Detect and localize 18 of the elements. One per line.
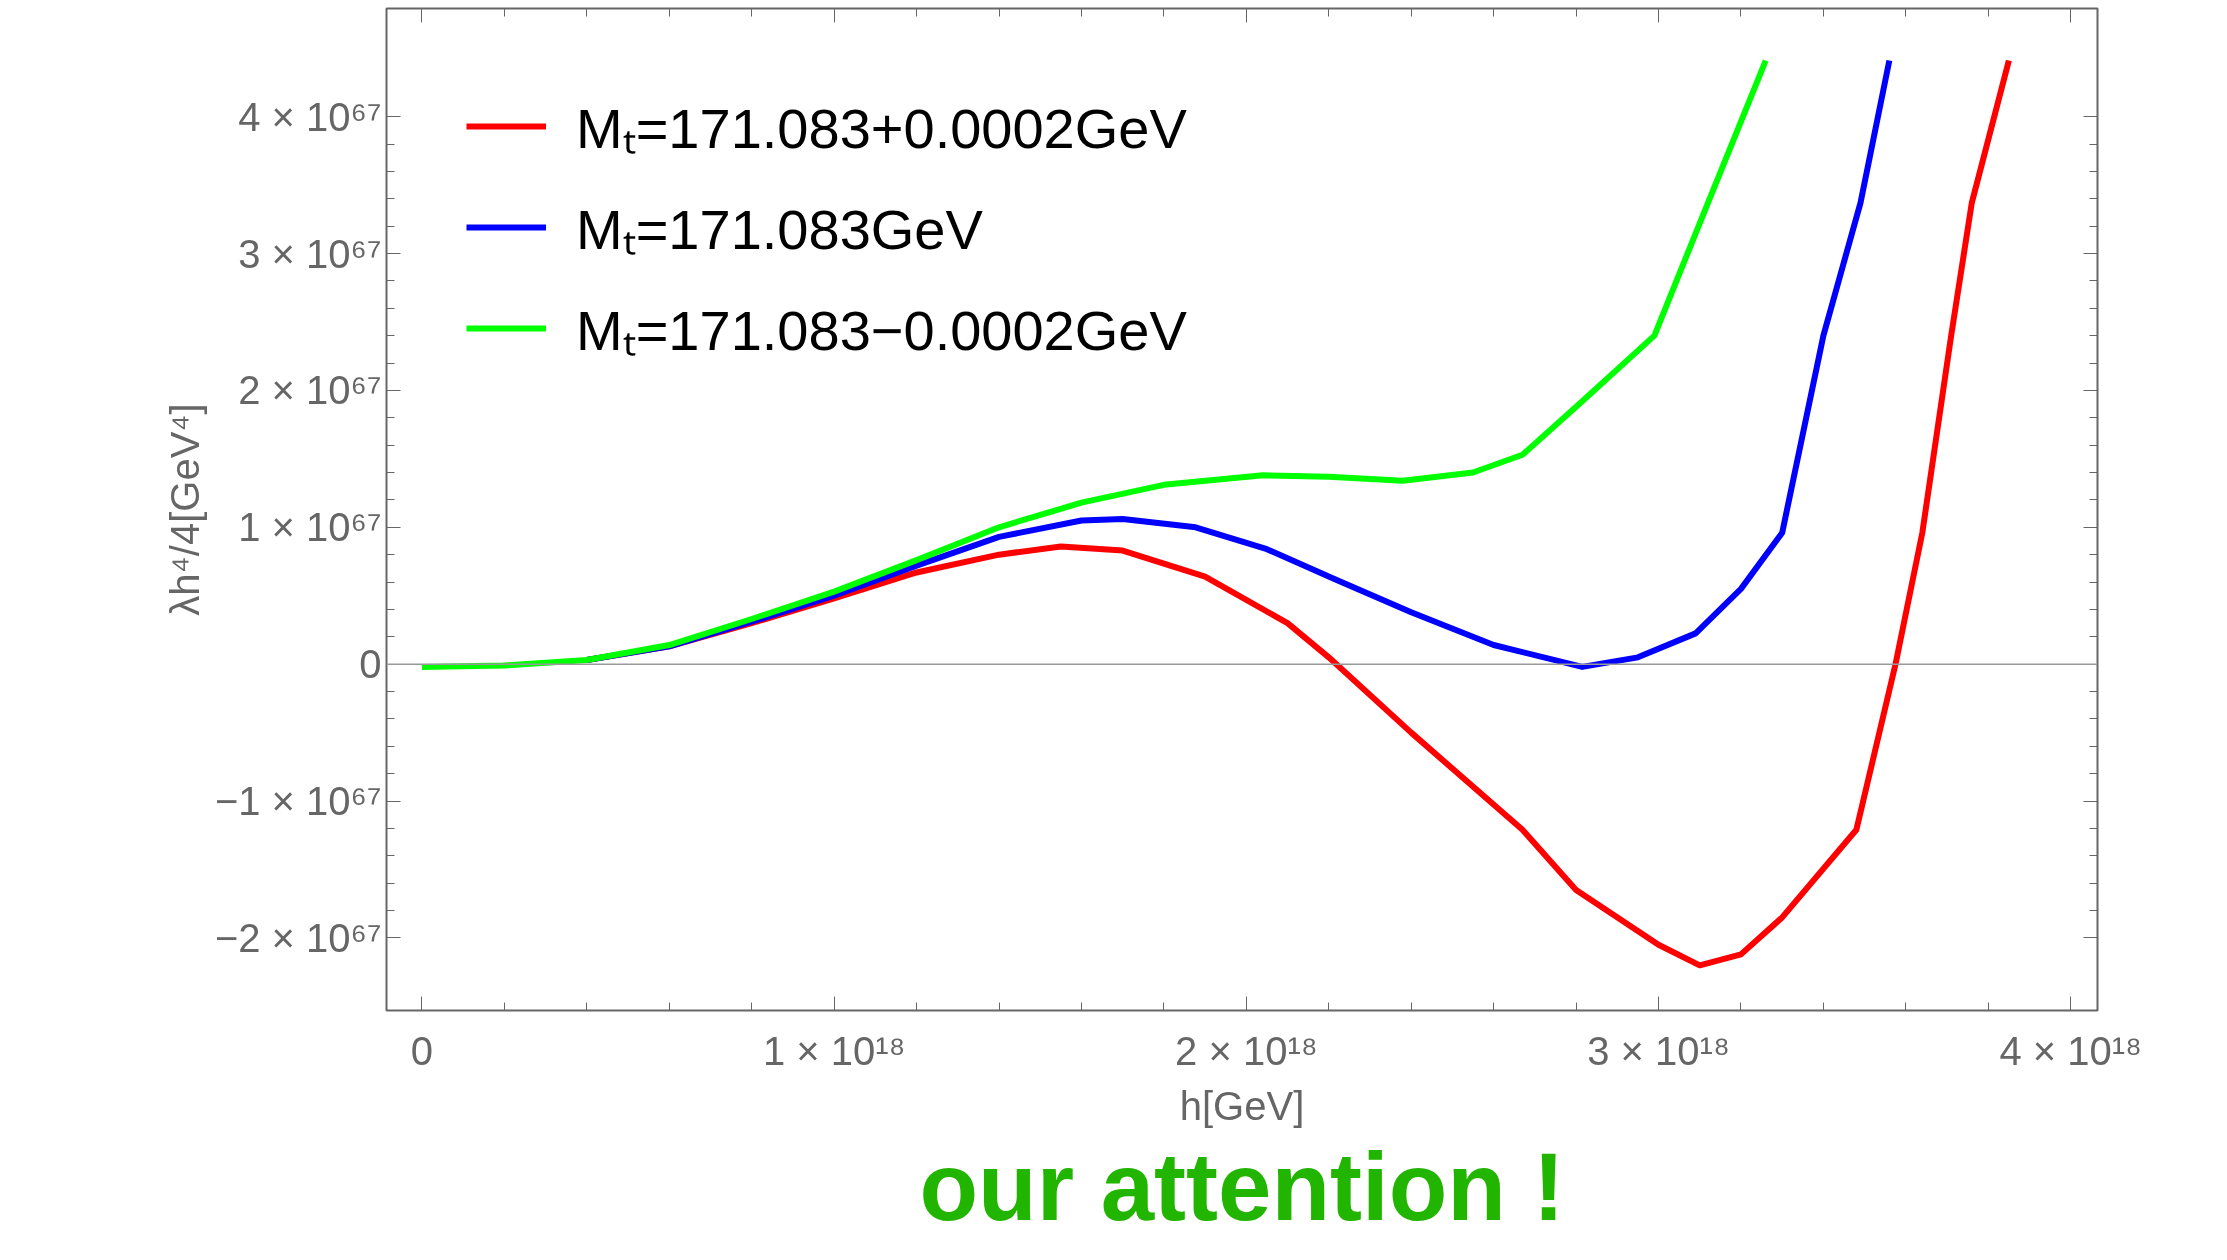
x-tick-label: 4 × 10¹⁸ xyxy=(1999,1028,2142,1073)
y-axis-title: λh⁴/4[GeV⁴] xyxy=(162,403,207,616)
x-tick-label: 0 xyxy=(410,1028,434,1073)
y-tick-label: 3 × 10⁶⁷ xyxy=(238,231,382,276)
y-tick-label: 2 × 10⁶⁷ xyxy=(238,368,382,413)
x-tick-label: 1 × 10¹⁸ xyxy=(762,1028,906,1073)
legend-label: Mₜ=171.083GeV xyxy=(576,197,983,263)
x-axis-title: h[GeV] xyxy=(1179,1083,1305,1128)
y-tick-label: −2 × 10⁶⁷ xyxy=(214,915,382,960)
x-tick-label: 3 × 10¹⁸ xyxy=(1587,1028,1730,1073)
y-tick-label: 4 × 10⁶⁷ xyxy=(238,94,382,139)
x-tick-label: 2 × 10¹⁸ xyxy=(1175,1028,1318,1073)
legend-label: Mₜ=171.083+0.0002GeV xyxy=(576,96,1187,162)
text: our attention ! xyxy=(919,1132,1565,1240)
y-tick-label: 1 × 10⁶⁷ xyxy=(238,505,382,550)
y-tick-label: 0 xyxy=(359,642,382,687)
legend-label: Mₜ=171.083−0.0002GeV xyxy=(576,298,1187,364)
y-tick-label: −1 × 10⁶⁷ xyxy=(214,779,382,824)
